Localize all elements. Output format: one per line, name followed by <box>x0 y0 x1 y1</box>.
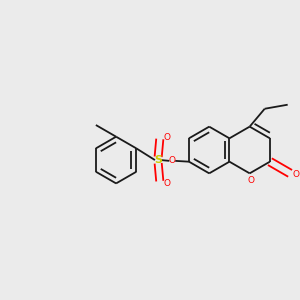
Text: O: O <box>164 133 170 142</box>
Text: O: O <box>164 178 170 188</box>
Text: O: O <box>169 156 176 165</box>
Text: O: O <box>292 169 299 178</box>
Text: S: S <box>154 155 162 165</box>
Text: O: O <box>248 176 255 185</box>
